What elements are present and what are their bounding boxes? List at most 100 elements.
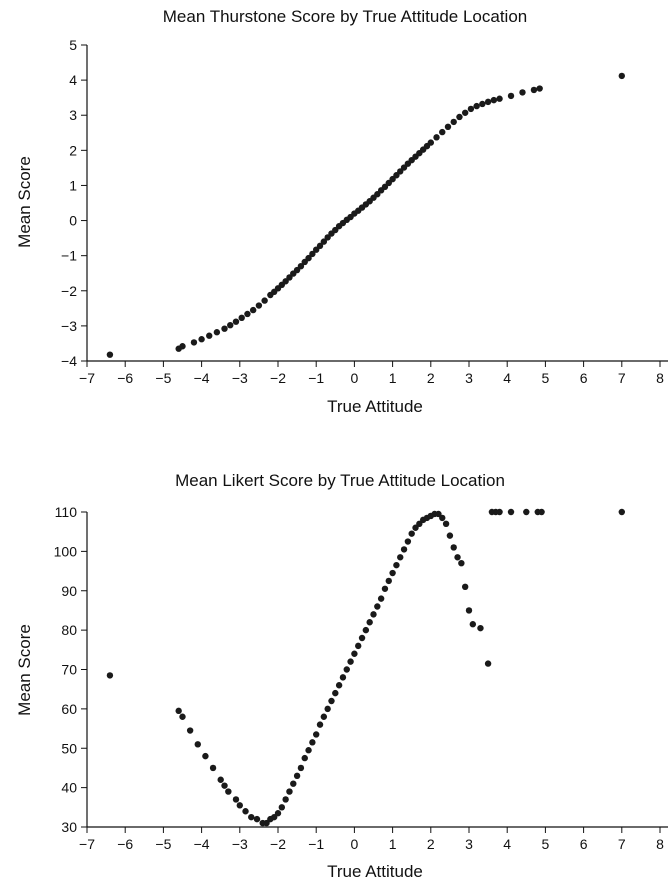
likert-y-tick-label: 90 xyxy=(61,583,77,599)
likert-data-point xyxy=(263,819,270,827)
thurstone-data-point xyxy=(519,89,526,96)
likert-data-point xyxy=(351,650,358,657)
likert-data-point xyxy=(248,813,255,821)
thurstone-points xyxy=(106,72,625,358)
likert-panel: Mean Likert Score by True Attitude Locat… xyxy=(15,471,668,881)
likert-data-point xyxy=(343,666,350,673)
likert-y-tick-label: 50 xyxy=(61,740,77,756)
thurstone-title: Mean Thurstone Score by True Attitude Lo… xyxy=(163,7,527,26)
likert-y-tick-label: 70 xyxy=(61,662,77,678)
thurstone-data-point xyxy=(179,343,186,350)
thurstone-y-tick-label: −2 xyxy=(61,283,77,299)
likert-data-point xyxy=(290,780,297,787)
thurstone-data-point xyxy=(467,105,475,113)
likert-y-tick-label: 40 xyxy=(61,780,77,796)
likert-x-tick-label: −6 xyxy=(117,836,133,852)
likert-x-tick-label: 8 xyxy=(656,836,664,852)
likert-data-point xyxy=(328,697,335,705)
likert-data-point xyxy=(286,788,293,795)
likert-y-tick-label: 100 xyxy=(54,543,78,559)
thurstone-data-point xyxy=(106,351,114,358)
likert-data-point xyxy=(439,514,446,522)
likert-data-point xyxy=(232,796,240,803)
thurstone-data-point xyxy=(507,92,515,100)
likert-data-point xyxy=(484,660,492,667)
likert-data-point xyxy=(106,672,114,679)
likert-axes: −7 −6 −5 −4 −3 −2 −1 0 1 2 3 4 5 6 7 8 30 40 50 60 70 80 90 100… xyxy=(54,504,668,852)
thurstone-x-tick-label: −1 xyxy=(308,370,324,386)
likert-x-tick-label: 4 xyxy=(503,836,511,852)
likert-data-point xyxy=(274,810,282,817)
likert-x-axis-label: True Attitude xyxy=(327,862,423,881)
thurstone-data-point xyxy=(536,85,543,92)
thurstone-data-point xyxy=(456,113,463,121)
likert-data-point xyxy=(179,713,186,720)
thurstone-data-point xyxy=(473,102,480,110)
likert-data-point xyxy=(477,624,484,632)
thurstone-y-tick-label: 1 xyxy=(69,177,77,193)
likert-data-point xyxy=(236,802,243,809)
thurstone-data-point xyxy=(232,318,240,325)
likert-data-point xyxy=(335,682,343,689)
thurstone-y-tick-label: 2 xyxy=(69,142,77,158)
likert-data-point xyxy=(324,705,331,713)
likert-data-point xyxy=(309,739,316,746)
likert-y-tick-label: 110 xyxy=(55,504,78,520)
thurstone-data-point xyxy=(433,134,440,141)
likert-data-point xyxy=(377,595,385,602)
thurstone-y-axis-label: Mean Score xyxy=(15,156,34,248)
thurstone-x-axis-label: True Attitude xyxy=(327,397,423,416)
likert-data-point xyxy=(242,808,249,815)
likert-x-tick-label: −3 xyxy=(232,836,248,852)
likert-data-point xyxy=(270,813,278,821)
thurstone-data-point xyxy=(249,306,257,314)
likert-x-tick-label: −4 xyxy=(194,836,210,852)
thurstone-data-point xyxy=(238,314,245,322)
thurstone-x-tick-label: −3 xyxy=(232,370,248,386)
likert-x-tick-label: 3 xyxy=(465,836,473,852)
likert-y-tick-label: 80 xyxy=(61,622,77,638)
likert-data-point xyxy=(618,508,625,516)
likert-x-tick-label: 7 xyxy=(618,836,626,852)
likert-data-point xyxy=(202,752,209,760)
thurstone-y-tick-label: −1 xyxy=(61,248,77,264)
likert-data-point xyxy=(416,520,423,528)
likert-data-point xyxy=(496,508,503,516)
thurstone-x-tick-label: 1 xyxy=(389,370,397,386)
likert-data-point xyxy=(397,554,404,561)
likert-data-point xyxy=(297,764,305,772)
likert-data-point xyxy=(221,782,228,789)
thurstone-data-point xyxy=(255,302,263,309)
likert-data-point xyxy=(507,508,515,516)
likert-data-point xyxy=(358,634,366,642)
thurstone-x-tick-label: −4 xyxy=(194,370,210,386)
likert-data-point xyxy=(442,520,450,528)
thurstone-y-tick-label: −4 xyxy=(61,353,77,369)
likert-data-point xyxy=(332,689,339,697)
likert-x-tick-label: 2 xyxy=(427,836,435,852)
thurstone-data-point xyxy=(244,310,251,318)
likert-data-point xyxy=(278,804,286,811)
likert-data-point xyxy=(370,611,377,618)
thurstone-x-tick-label: 3 xyxy=(465,370,473,386)
thurstone-y-tick-label: 5 xyxy=(69,37,77,53)
likert-data-point xyxy=(362,626,370,634)
likert-data-point xyxy=(385,577,392,585)
likert-data-point xyxy=(313,731,320,738)
thurstone-data-point xyxy=(213,329,221,336)
likert-x-tick-label: −2 xyxy=(270,836,286,852)
thurstone-x-tick-label: −2 xyxy=(270,370,286,386)
thurstone-data-point xyxy=(309,250,316,258)
thurstone-data-point xyxy=(221,325,228,332)
likert-data-point xyxy=(465,607,473,614)
likert-data-point xyxy=(454,554,461,561)
likert-data-point xyxy=(458,559,465,567)
thurstone-y-tick-label: −3 xyxy=(61,318,77,334)
thurstone-data-point xyxy=(297,263,305,270)
likert-data-point xyxy=(366,619,373,626)
likert-data-point xyxy=(347,658,354,665)
thurstone-x-tick-label: 2 xyxy=(427,370,435,386)
thurstone-x-tick-label: −5 xyxy=(155,370,171,386)
likert-data-point xyxy=(225,788,232,795)
